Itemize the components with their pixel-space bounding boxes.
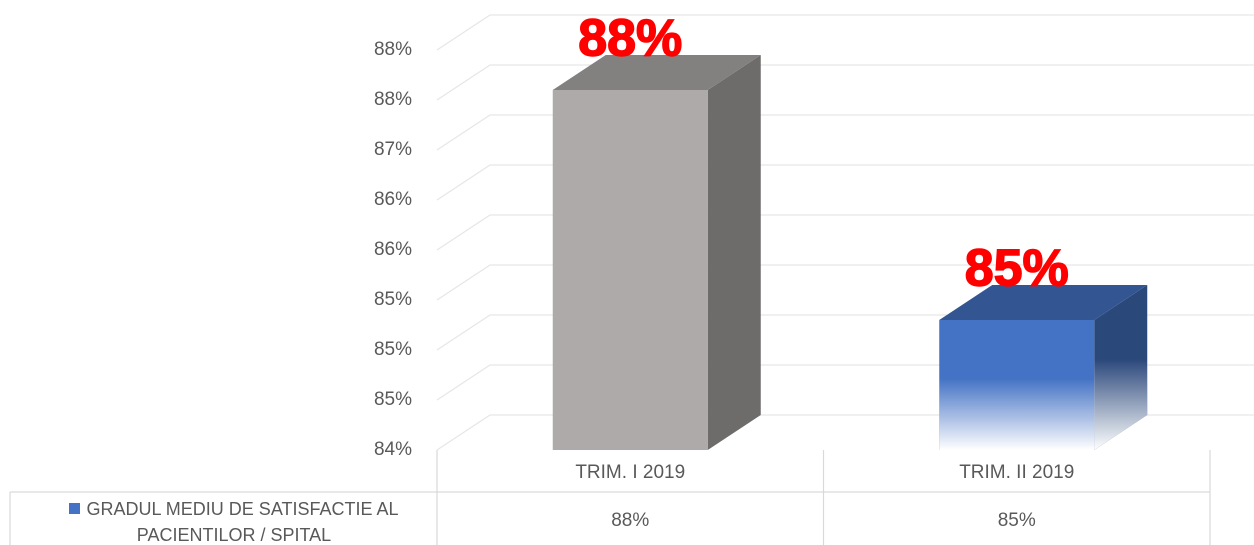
bar-top bbox=[552, 55, 761, 90]
table-value: 85% bbox=[998, 510, 1036, 531]
table-value: 88% bbox=[611, 510, 649, 531]
y-tick-label: 87% bbox=[374, 139, 412, 160]
y-tick-label: 84% bbox=[374, 439, 412, 460]
y-tick-label: 88% bbox=[374, 89, 412, 110]
legend-label: GRADUL MEDIU DE SATISFACTIE AL PACIENTIL… bbox=[86, 499, 399, 545]
y-tick-label: 85% bbox=[374, 389, 412, 410]
y-tick-label: 88% bbox=[374, 39, 412, 60]
bar-fade bbox=[939, 320, 1095, 450]
data-label: 88% bbox=[578, 10, 682, 68]
bar-front bbox=[552, 90, 708, 450]
x-tick-label: TRIM. I 2019 bbox=[575, 462, 685, 483]
bar bbox=[939, 285, 1148, 450]
legend-key bbox=[69, 503, 81, 514]
bar bbox=[552, 55, 761, 450]
legend-entry: GRADUL MEDIU DE SATISFACTIE AL PACIENTIL… bbox=[24, 496, 444, 545]
bar-fade bbox=[1094, 285, 1148, 450]
bar-side bbox=[707, 55, 761, 450]
data-label: 85% bbox=[965, 240, 1069, 298]
y-tick-label: 85% bbox=[374, 289, 412, 310]
y-tick-label: 86% bbox=[374, 239, 412, 260]
grid-line bbox=[436, 64, 1254, 101]
y-tick-label: 85% bbox=[374, 339, 412, 360]
grid-line bbox=[436, 164, 1254, 201]
grid-line bbox=[436, 214, 1254, 251]
y-tick-label: 86% bbox=[374, 189, 412, 210]
grid-line bbox=[436, 14, 1254, 51]
grid-line bbox=[436, 114, 1254, 151]
x-tick-label: TRIM. II 2019 bbox=[959, 462, 1074, 483]
grid-line bbox=[436, 264, 1254, 301]
bar-top bbox=[939, 285, 1148, 320]
